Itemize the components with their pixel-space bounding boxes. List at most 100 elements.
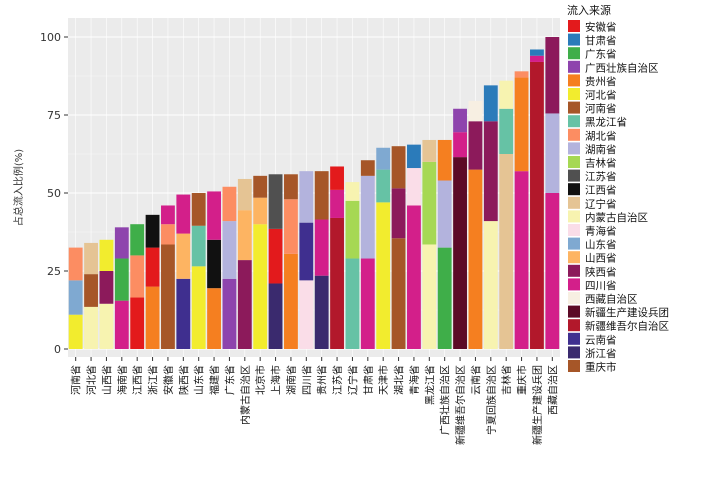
bar-segment — [130, 224, 145, 256]
legend-label: 江西省 — [585, 184, 617, 197]
y-tick-label: 25 — [47, 265, 61, 278]
bar-segment — [345, 258, 360, 349]
bar-segment — [391, 238, 406, 349]
bars — [68, 37, 560, 361]
legend-label: 四川省 — [585, 279, 617, 292]
legend-label: 湖南省 — [585, 143, 617, 156]
legend-swatch — [568, 251, 580, 264]
legend-swatch — [568, 156, 580, 168]
bar-segment — [161, 205, 175, 225]
legend-swatch — [568, 196, 580, 209]
bar-segment — [422, 161, 437, 245]
legend-label: 湖北省 — [585, 129, 617, 142]
bar-segment — [468, 100, 483, 122]
legend-swatch — [568, 20, 580, 32]
bar-segment — [207, 191, 221, 240]
bar-segment — [330, 217, 344, 349]
bar-segment — [84, 274, 98, 307]
legend-entry: 四川省 — [568, 278, 617, 292]
x-category-label: 广西壮族自治区 — [439, 365, 452, 435]
bar-stack — [468, 100, 483, 349]
bar-segment — [84, 306, 98, 349]
x-category-label: 广东省 — [223, 365, 236, 395]
legend-swatch — [568, 278, 580, 291]
bar-stack — [68, 247, 83, 349]
legend-entry: 浙江省 — [568, 346, 617, 360]
legend-label: 河南省 — [585, 102, 617, 115]
bar-segment — [176, 194, 191, 234]
legend-label: 贵州省 — [585, 75, 617, 88]
bar-segment — [330, 166, 344, 190]
bar-segment — [68, 314, 83, 349]
legend-entry: 安徽省 — [568, 20, 617, 34]
legend-swatch — [568, 183, 580, 196]
legend-label: 重庆市 — [585, 361, 617, 374]
bar-stack — [84, 242, 98, 349]
x-category-label: 山西省 — [100, 365, 113, 395]
y-axis-ticks: 0 25 50 75 100 — [40, 31, 68, 356]
legend-entry: 江苏省 — [568, 169, 617, 183]
bar-stack — [176, 194, 191, 349]
legend-entry: 广东省 — [568, 47, 617, 61]
x-category-label: 浙江省 — [147, 365, 160, 395]
legend: 流入来源 安徽省甘肃省广东省广西壮族自治区贵州省河北省河南省黑龙江省湖北省湖南省… — [567, 3, 669, 374]
bar-segment — [284, 253, 298, 349]
bar-segment — [253, 224, 268, 349]
legend-swatch — [568, 360, 580, 372]
bar-stack — [391, 146, 406, 349]
legend-label: 河北省 — [585, 89, 617, 102]
x-category-label: 四川省 — [300, 365, 313, 395]
legend-label: 安徽省 — [585, 21, 617, 34]
legend-swatch — [568, 169, 580, 182]
bar-segment — [437, 247, 452, 349]
legend-label: 黑龙江省 — [585, 116, 627, 129]
bar-stack — [330, 166, 344, 349]
bar-stack — [253, 175, 268, 349]
legend-entry: 云南省 — [568, 332, 617, 346]
legend-swatch — [568, 128, 580, 141]
bar-stack — [499, 80, 514, 349]
legend-entry: 湖北省 — [568, 128, 617, 142]
bar-stack — [453, 108, 467, 349]
x-category-label: 江苏省 — [331, 365, 344, 395]
legend-swatch — [568, 142, 580, 155]
bar-segment — [268, 174, 283, 229]
legend-swatch — [568, 305, 580, 318]
bar-segment — [237, 178, 252, 211]
bar-segment — [207, 288, 221, 349]
legend-entry: 湖南省 — [568, 142, 617, 156]
bar-segment — [191, 193, 206, 226]
legend-entry: 新疆生产建设兵团 — [568, 305, 669, 319]
x-axis-labels: 河南省 河北省 山西省 海南省 江西省 浙江省 安徽省 陕西省 山东省 福建省 广东省 内蒙古自治区北… — [70, 365, 560, 445]
bar-stack — [207, 191, 221, 349]
bar-segment — [299, 171, 314, 223]
bar-segment — [530, 55, 544, 62]
legend-entry: 甘肃省 — [568, 33, 617, 47]
legend-entry: 内蒙古自治区 — [568, 210, 648, 224]
bar-stack — [314, 171, 329, 349]
bar-segment — [360, 175, 375, 259]
bar-segment — [422, 139, 437, 162]
bar-segment — [407, 168, 421, 206]
bar-stack — [345, 182, 360, 349]
bar-segment — [514, 77, 529, 172]
legend-label: 辽宁省 — [585, 197, 617, 210]
bar-segment — [376, 147, 391, 170]
legend-entry: 陕西省 — [568, 264, 617, 278]
bar-segment — [499, 80, 514, 109]
bar-segment — [145, 214, 160, 248]
legend-label: 陕西省 — [585, 265, 617, 278]
bar-stack — [222, 186, 237, 349]
x-category-label: 新疆生产建设兵团 — [531, 365, 544, 445]
bar-segment — [222, 186, 237, 222]
x-category-label: 重庆市 — [516, 365, 529, 395]
legend-swatch — [568, 319, 580, 332]
y-tick-label: 100 — [40, 31, 61, 44]
x-category-label: 黑龙江省 — [423, 365, 436, 405]
legend-label: 吉林省 — [585, 157, 617, 170]
bar-stack — [376, 147, 391, 349]
bar-segment — [453, 132, 467, 158]
bar-stack — [422, 139, 437, 349]
bar-segment — [545, 193, 560, 349]
